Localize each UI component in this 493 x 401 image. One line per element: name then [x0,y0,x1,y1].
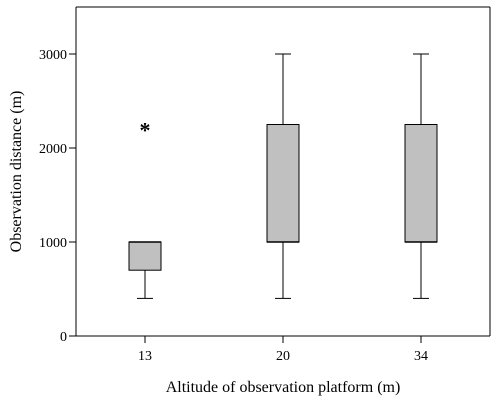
x-axis-title: Altitude of observation platform (m) [166,379,401,396]
y-tick-label-1000: 1000 [39,236,67,251]
x-tick-label-alt-34: 34 [414,349,428,364]
x-tick-label-alt-20: 20 [276,349,290,364]
y-tick-label-0: 0 [60,330,67,345]
outlier-alt-13-0: * [140,118,151,143]
plot-area: 0 1000 2000 3000 13 * 20 34 [39,6,491,364]
box-alt-34 [404,124,438,243]
box-alt-20 [266,124,300,243]
y-axis-title: Observation distance (m) [8,91,25,253]
y-tick-label-2000: 2000 [39,142,67,157]
box-alt-13 [128,241,162,271]
x-tick-label-alt-13: 13 [138,349,152,364]
y-tick-label-3000: 3000 [39,48,67,63]
